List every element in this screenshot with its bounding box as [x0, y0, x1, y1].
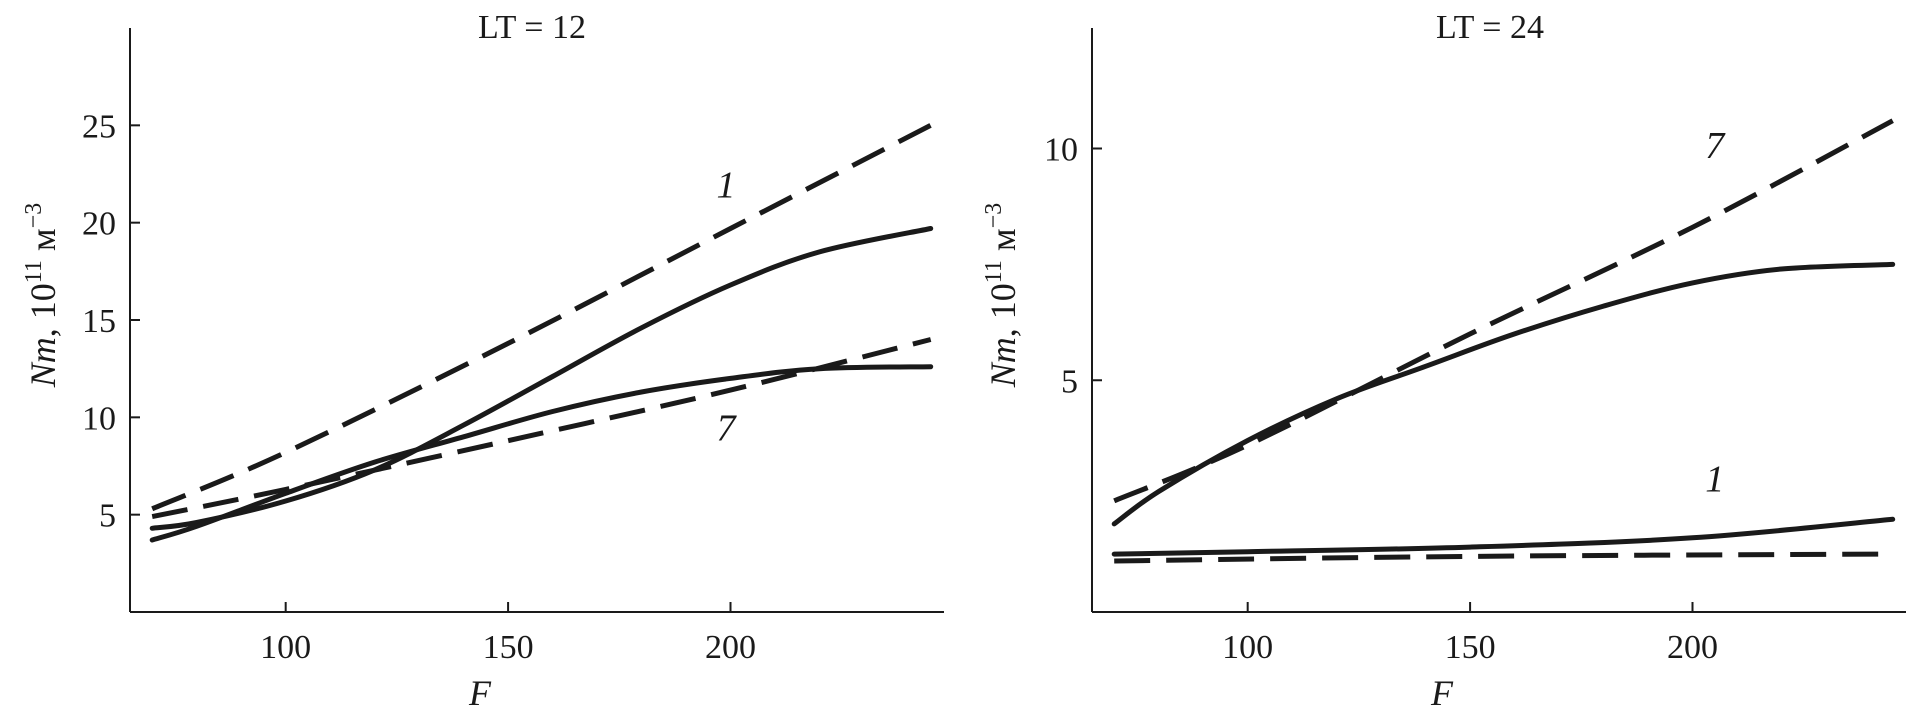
- x-axis-title: F: [468, 673, 492, 713]
- series-1-solid-line: [149, 226, 934, 531]
- x-tick-label: 100: [260, 629, 311, 666]
- curve-label-7: 7: [1705, 125, 1726, 167]
- curve-label-7: 7: [717, 408, 738, 450]
- x-axis-title: F: [1430, 673, 1454, 713]
- chart-panel-1: 100 150 200 5 10 15 20 25 LT = 12 F Nm, 1011 м−3 1 7: [21, 9, 944, 713]
- x-tick-label: 100: [1222, 629, 1273, 666]
- y-axis-title: Nm, 1011 м−3: [981, 203, 1023, 388]
- y-tick-label: 25: [82, 108, 116, 145]
- x-tick-label: 150: [483, 629, 534, 666]
- series-7-dashed-line: [151, 337, 932, 520]
- y-tick-label: 5: [99, 498, 116, 535]
- curve-label-1: 1: [717, 164, 736, 206]
- x-tick-label: 200: [705, 629, 756, 666]
- chart-panel-2: 100 150 200 5 10 LT = 24 F Nm, 1011 м−3 7 1: [981, 9, 1906, 713]
- series-1-dashed-line: [1114, 551, 1893, 564]
- curve-label-1: 1: [1705, 458, 1724, 500]
- y-tick-label: 10: [1044, 132, 1078, 169]
- y-tick-label: 10: [82, 400, 116, 437]
- series-1-dashed-line: [151, 123, 932, 512]
- series-7-solid-line: [1111, 261, 1896, 527]
- y-axis-title: Nm, 1011 м−3: [21, 203, 63, 388]
- chart-title: LT = 24: [1436, 9, 1544, 46]
- y-tick-label: 5: [1061, 363, 1078, 400]
- x-tick-label: 200: [1667, 629, 1718, 666]
- x-tick-label: 150: [1445, 629, 1496, 666]
- chart-title: LT = 12: [478, 9, 586, 46]
- series-1-solid-line: [1111, 516, 1896, 557]
- y-tick-label: 20: [82, 206, 116, 243]
- y-tick-label: 15: [82, 303, 116, 340]
- series-7-dashed-line: [1113, 118, 1894, 504]
- series-7-solid-line: [149, 364, 934, 543]
